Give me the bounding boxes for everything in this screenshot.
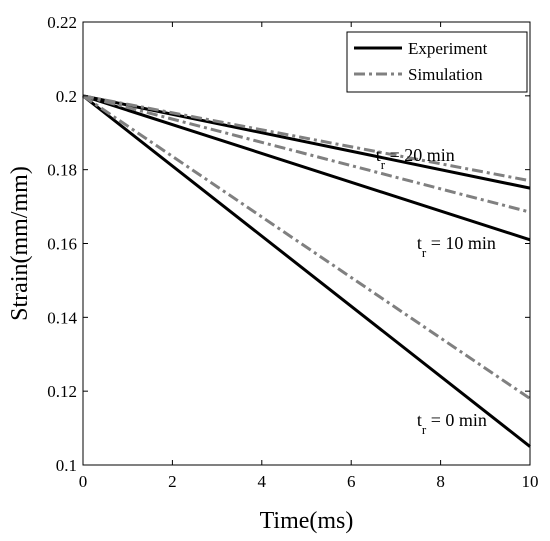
y-tick-label: 0.1 (56, 456, 77, 475)
curve-annotation: tr = 20 min (376, 145, 455, 172)
x-axis-ticks: 0 2 4 6 8 10 (79, 22, 539, 491)
x-tick-label: 0 (79, 472, 88, 491)
legend: Experiment Simulation (346, 31, 528, 93)
x-axis-title: Time(ms) (260, 508, 354, 534)
y-tick-label: 0.18 (47, 161, 77, 180)
y-axis-ticks: 0.1 0.12 0.14 0.16 0.18 0.2 0.22 (47, 13, 530, 475)
legend-box (346, 31, 528, 93)
series-line-simulation-t-r-10-min (82, 94, 531, 214)
x-tick-label: 6 (347, 472, 356, 491)
x-tick-label: 4 (258, 472, 267, 491)
y-axis-title: Strain(mm/mm) (7, 166, 33, 321)
curve-annotation: tr = 10 min (417, 233, 496, 260)
curve-annotation: tr = 0 min (417, 410, 487, 437)
curve-annotations: tr = 20 min tr = 10 min tr = 0 min (376, 145, 496, 437)
y-tick-label: 0.14 (47, 308, 77, 327)
series-line-simulation-t-r-0-min (82, 94, 531, 400)
y-tick-label: 0.16 (47, 235, 77, 254)
x-tick-label: 2 (168, 472, 177, 491)
legend-label-simulation: Simulation (408, 65, 483, 84)
series-line-simulation-t-r-20-min (82, 94, 531, 183)
series-line-experiment-t-r-10-min (82, 94, 531, 242)
x-tick-label: 10 (522, 472, 539, 491)
x-tick-label: 8 (436, 472, 445, 491)
legend-label-experiment: Experiment (408, 39, 488, 58)
y-tick-label: 0.22 (47, 13, 77, 32)
y-tick-label: 0.12 (47, 382, 77, 401)
series-line-experiment-t-r-0-min (82, 94, 531, 448)
y-tick-label: 0.2 (56, 87, 77, 106)
